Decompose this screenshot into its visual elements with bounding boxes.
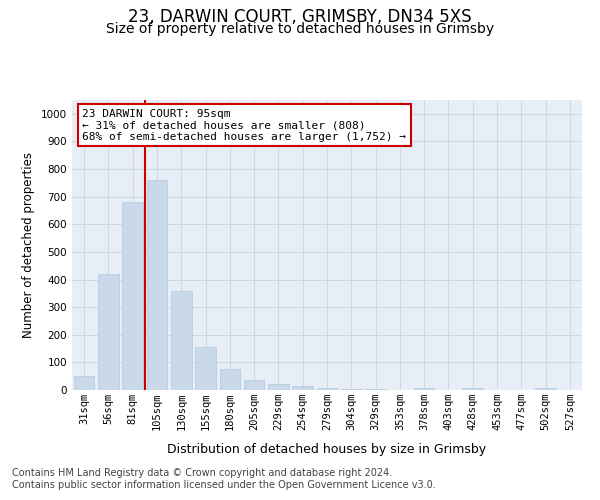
- Bar: [341, 388, 362, 390]
- Bar: [195, 347, 216, 390]
- Text: 23 DARWIN COURT: 95sqm
← 31% of detached houses are smaller (808)
68% of semi-de: 23 DARWIN COURT: 95sqm ← 31% of detached…: [82, 108, 406, 142]
- Bar: [98, 274, 119, 390]
- Bar: [220, 370, 240, 390]
- Bar: [268, 384, 289, 390]
- Bar: [463, 388, 483, 390]
- Text: Contains public sector information licensed under the Open Government Licence v3: Contains public sector information licen…: [12, 480, 436, 490]
- Y-axis label: Number of detached properties: Number of detached properties: [22, 152, 35, 338]
- Bar: [171, 290, 191, 390]
- Bar: [365, 388, 386, 390]
- Bar: [535, 388, 556, 390]
- Bar: [146, 180, 167, 390]
- Text: Distribution of detached houses by size in Grimsby: Distribution of detached houses by size …: [167, 442, 487, 456]
- Bar: [74, 376, 94, 390]
- Text: Size of property relative to detached houses in Grimsby: Size of property relative to detached ho…: [106, 22, 494, 36]
- Bar: [292, 386, 313, 390]
- Bar: [122, 202, 143, 390]
- Bar: [244, 380, 265, 390]
- Bar: [317, 388, 337, 390]
- Text: 23, DARWIN COURT, GRIMSBY, DN34 5XS: 23, DARWIN COURT, GRIMSBY, DN34 5XS: [128, 8, 472, 26]
- Text: Contains HM Land Registry data © Crown copyright and database right 2024.: Contains HM Land Registry data © Crown c…: [12, 468, 392, 477]
- Bar: [414, 388, 434, 390]
